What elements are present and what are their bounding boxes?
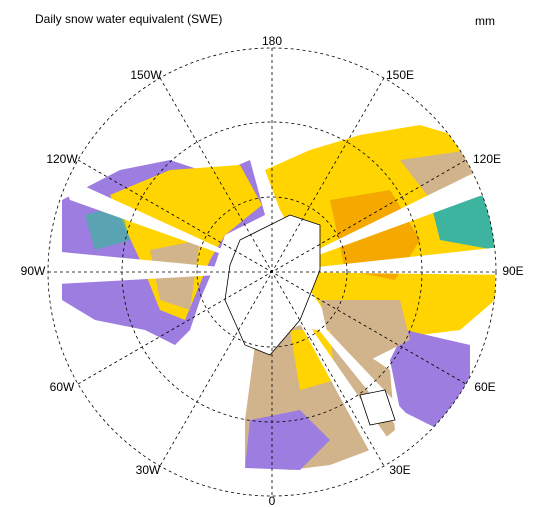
longitude-label: 120W (46, 152, 78, 166)
snow-region (290, 330, 335, 390)
map-title: Daily snow water equivalent (SWE) (35, 12, 222, 26)
longitude-label: 60W (50, 380, 75, 394)
longitude-label: 150E (386, 68, 414, 82)
snow-region (390, 330, 470, 430)
meridian (48, 48, 496, 496)
graticule (47, 47, 497, 497)
longitude-label: 0 (269, 494, 276, 507)
longitude-label: 120E (473, 152, 501, 166)
snow-field (48, 125, 496, 480)
longitude-label: 150W (130, 68, 162, 82)
longitude-label: 180 (262, 34, 282, 48)
snow-region (110, 165, 262, 320)
longitude-label: 30W (136, 463, 161, 477)
coastline (224, 214, 321, 356)
longitude-label: 60E (474, 380, 495, 394)
longitude-label: 90W (21, 264, 46, 278)
longitude-label: 90E (502, 264, 523, 278)
units-label: mm (475, 14, 495, 28)
coastline (359, 389, 396, 426)
snow-region (245, 410, 330, 470)
longitude-label: 30E (389, 463, 410, 477)
longitude-labels: 180 150E 120E 90E 60E 30E 0 30W 60W 90W … (21, 34, 524, 507)
no-data-gap (48, 160, 496, 480)
latitude-circle (196, 196, 348, 348)
snow-region (430, 195, 495, 250)
